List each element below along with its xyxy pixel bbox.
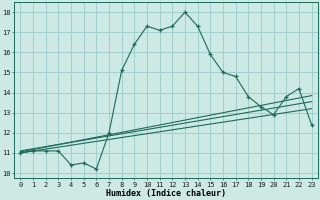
X-axis label: Humidex (Indice chaleur): Humidex (Indice chaleur): [106, 189, 226, 198]
